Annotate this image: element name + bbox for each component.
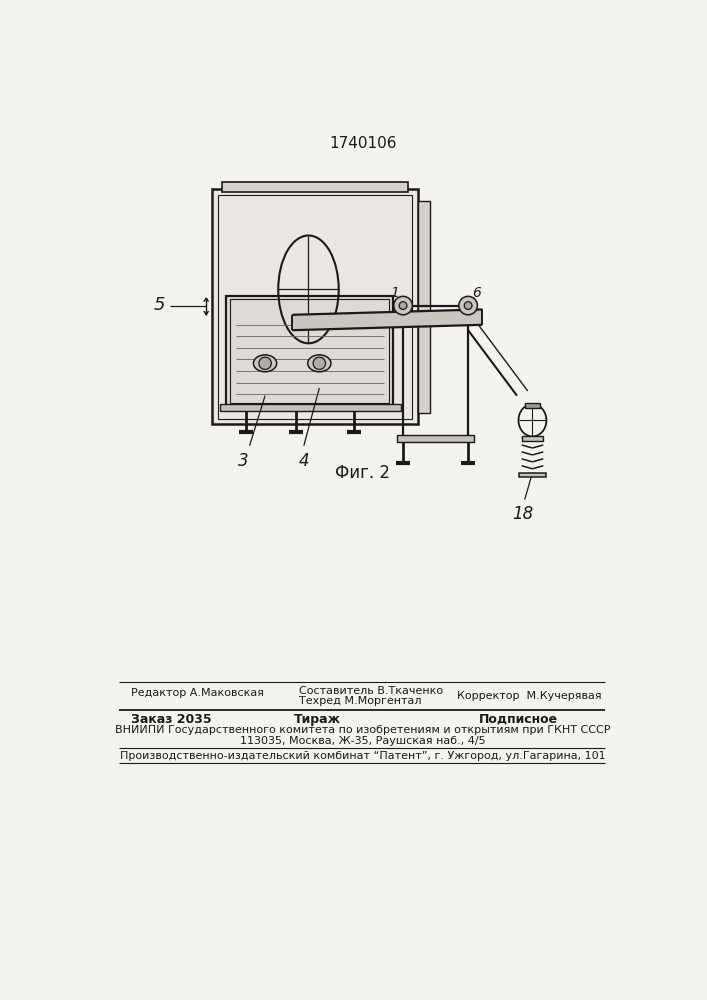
Text: Фиг. 2: Фиг. 2 [335, 464, 390, 482]
Circle shape [394, 296, 412, 315]
Bar [418, 201, 430, 413]
Text: Редактор А.Маковская: Редактор А.Маковская [131, 688, 264, 698]
Circle shape [459, 296, 477, 315]
Polygon shape [292, 309, 482, 330]
Bar [218, 195, 412, 419]
Circle shape [399, 302, 407, 309]
Text: 1740106: 1740106 [329, 136, 397, 151]
Text: 113035, Москва, Ж-35, Раушская наб., 4/5: 113035, Москва, Ж-35, Раушская наб., 4/5 [240, 736, 486, 746]
Text: Подписное: Подписное [479, 713, 558, 726]
Text: ВНИИПИ Государственного комитета по изобретениям и открытиям при ГКНТ СССР: ВНИИПИ Государственного комитета по изоб… [115, 725, 610, 735]
Text: 6: 6 [472, 286, 481, 300]
Bar [230, 299, 389, 403]
Text: Техред М.Моргентал: Техред М.Моргентал [299, 696, 421, 706]
Text: Тираж: Тираж [293, 713, 341, 726]
Bar [212, 189, 418, 424]
Bar [397, 435, 474, 442]
Bar [220, 404, 401, 411]
Text: Корректор  М.Кучерявая: Корректор М.Кучерявая [457, 691, 601, 701]
Bar [222, 182, 409, 192]
Bar [226, 296, 393, 407]
Bar [518, 473, 547, 477]
Text: Составитель В.Ткаченко: Составитель В.Ткаченко [299, 686, 443, 696]
Circle shape [259, 357, 271, 369]
Text: Производственно-издательский комбинат “Патент”, г. Ужгород, ул.Гагарина, 101: Производственно-издательский комбинат “П… [120, 751, 605, 761]
Text: 18: 18 [513, 505, 534, 523]
Text: 5: 5 [154, 296, 165, 314]
Text: 3: 3 [238, 452, 249, 470]
Circle shape [464, 302, 472, 309]
Circle shape [313, 357, 325, 369]
Text: Заказ 2035: Заказ 2035 [131, 713, 211, 726]
Text: 1: 1 [390, 286, 399, 300]
Ellipse shape [253, 355, 276, 372]
Ellipse shape [308, 355, 331, 372]
Bar [525, 403, 540, 408]
Text: 4: 4 [298, 452, 309, 470]
Bar [522, 436, 543, 441]
